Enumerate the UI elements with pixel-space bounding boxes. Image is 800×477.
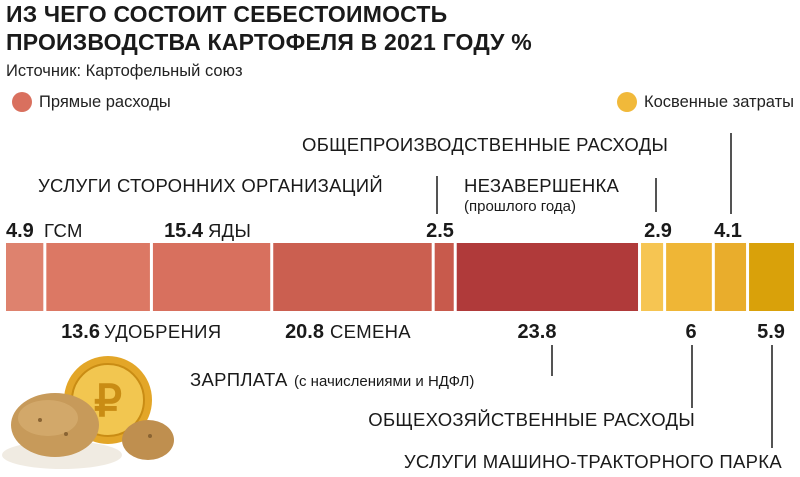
- value-label-1: 13.6: [61, 321, 100, 343]
- bar-segment-0: [6, 243, 44, 311]
- legend-item-direct: Прямые расходы: [12, 92, 171, 112]
- value-label-4: 2.5: [426, 220, 454, 242]
- value-label-3: 20.8: [285, 321, 324, 343]
- category-label-8: ОБЩЕПРОИЗВОДСТВЕННЫЕ РАСХОДЫ: [302, 134, 668, 155]
- category-sublabel-6: (прошлого года): [464, 198, 576, 215]
- bar-segment-6: [641, 243, 664, 311]
- value-label-0: 4.9: [6, 220, 34, 242]
- bar-segment-4: [434, 243, 454, 311]
- legend-swatch-direct: [12, 92, 32, 112]
- chart-title: ИЗ ЧЕГО СОСТОИТ СЕБЕСТОИМОСТЬ ПРОИЗВОДСТ…: [6, 0, 566, 56]
- value-label-8: 4.1: [714, 220, 742, 242]
- category-label-2: ЯДЫ: [208, 220, 251, 241]
- category-label-6: НЕЗАВЕРШЕНКА: [464, 175, 620, 196]
- category-label-7: ОБЩЕХОЗЯЙСТВЕННЫЕ РАСХОДЫ: [368, 409, 695, 430]
- title-line-1: ИЗ ЧЕГО СОСТОИТ СЕБЕСТОИМОСТЬ: [6, 1, 448, 27]
- category-label-9: УСЛУГИ МАШИНО-ТРАКТОРНОГО ПАРКА: [404, 451, 782, 472]
- bar-segment-2: [152, 243, 271, 311]
- source-note: Источник: Картофельный союз: [6, 62, 243, 80]
- legend-swatch-indirect: [617, 92, 638, 112]
- category-label-5: ЗАРПЛАТА: [190, 369, 288, 390]
- value-label-6: 2.9: [644, 220, 672, 242]
- value-label-2: 15.4: [164, 220, 204, 242]
- category-label-0: ГСМ: [44, 220, 83, 241]
- value-label-7: 6: [685, 321, 696, 343]
- bar-labels: 4.9 ГСМ 13.6 УДОБРЕНИЯ 15.4 ЯДЫ 20.8 СЕМЕНА 2.5 У…: [6, 134, 785, 472]
- category-label-3: СЕМЕНА: [330, 321, 411, 342]
- title-line-2: ПРОИЗВОДСТВА КАРТОФЕЛЯ В 2021 ГОДУ %: [6, 29, 532, 55]
- value-label-5: 23.8: [518, 321, 557, 343]
- coin-potato-illustration: ₽: [2, 356, 174, 469]
- category-label-1: УДОБРЕНИЯ: [104, 321, 221, 342]
- value-label-9: 5.9: [757, 321, 785, 343]
- category-label-4: УСЛУГИ СТОРОННИХ ОРГАНИЗАЦИЙ: [38, 175, 383, 196]
- svg-text:₽: ₽: [94, 377, 122, 426]
- category-sublabel-5: (с начислениями и НДФЛ): [294, 373, 474, 390]
- leader-lines: [436, 133, 773, 448]
- bar-segment-7: [666, 243, 712, 311]
- legend-label-direct: Прямые расходы: [39, 92, 171, 111]
- bar-segment-5: [456, 243, 639, 311]
- legend-item-indirect: Косвенные затраты: [617, 92, 794, 112]
- bar-segment-9: [749, 243, 794, 311]
- bar-segment-1: [46, 243, 150, 311]
- bar-segment-8: [714, 243, 747, 311]
- legend-label-indirect: Косвенные затраты: [644, 92, 794, 111]
- bar-segments: [6, 243, 794, 311]
- bar-segment-3: [273, 243, 432, 311]
